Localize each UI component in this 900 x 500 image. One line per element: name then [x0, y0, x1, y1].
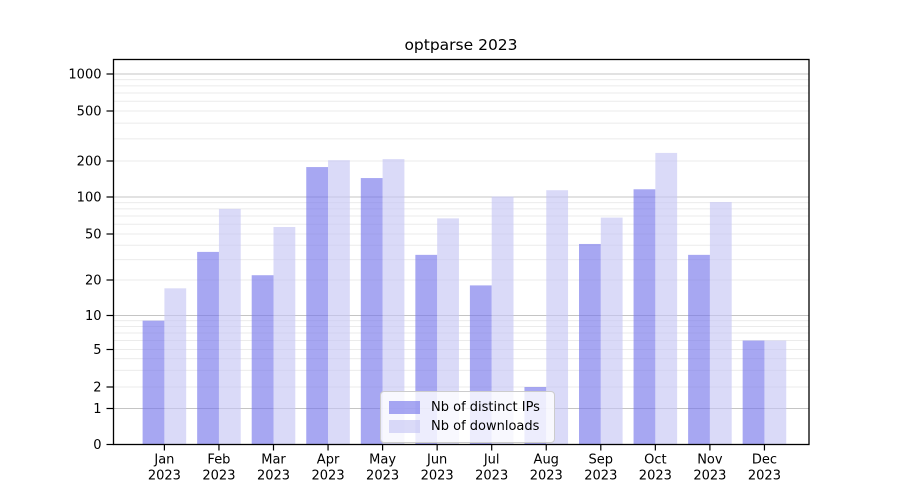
axes: [106, 58, 810, 451]
x-tick-label-month: Dec: [752, 453, 777, 468]
bar-mar-s0: [251, 275, 274, 445]
x-tick-label-year: 2023: [148, 469, 181, 484]
bar-sep-s1: [600, 217, 623, 445]
x-tick-label-month: Apr: [317, 453, 340, 468]
legend-swatch-distinct-ips: [389, 401, 420, 414]
bar-aug-s1: [546, 190, 569, 445]
bar-jan-s0: [142, 320, 165, 445]
bar-sep-s0: [579, 243, 601, 445]
bar-dec-s1: [764, 340, 787, 445]
bar-feb-s1: [218, 208, 241, 445]
x-tick-label-month: Feb: [207, 453, 230, 468]
bar-may-s0: [360, 178, 383, 445]
y-tick-label: 1000: [68, 68, 101, 83]
bar-jul-s1: [491, 196, 514, 445]
bar-feb-s0: [197, 251, 219, 445]
x-tick-label-month: Oct: [644, 453, 666, 468]
x-tick-label-year: 2023: [421, 469, 454, 484]
bar-dec-s0: [742, 340, 765, 445]
tick-labels: 01251020501002005001000Jan2023Feb2023Mar…: [68, 68, 781, 484]
bar-oct-s0: [633, 189, 656, 445]
x-tick-label-year: 2023: [584, 469, 617, 484]
legend-swatch-downloads: [389, 420, 420, 433]
x-tick-label-month: Jul: [483, 453, 500, 468]
x-tick-label-month: Jan: [153, 453, 174, 468]
x-tick-label-year: 2023: [312, 469, 345, 484]
legend: Nb of distinct IPs Nb of downloads: [380, 391, 555, 443]
x-tick-label-year: 2023: [639, 469, 672, 484]
y-tick-label: 500: [77, 105, 102, 120]
y-tick-label: 200: [77, 155, 102, 170]
bar-may-s1: [382, 159, 405, 445]
y-tick-label: 50: [85, 228, 102, 243]
legend-label-downloads: Nb of downloads: [431, 419, 540, 434]
bar-apr-s1: [328, 160, 350, 445]
y-tick-label: 1: [93, 402, 101, 417]
chart-title: optparse 2023: [404, 36, 518, 54]
y-tick-label: 20: [85, 274, 102, 289]
x-tick-label-year: 2023: [366, 469, 399, 484]
x-tick-label-month: Mar: [261, 453, 286, 468]
bars-series-1: [164, 152, 787, 445]
bar-oct-s1: [655, 152, 678, 445]
bar-jan-s1: [164, 288, 187, 445]
x-tick-label-month: Sep: [589, 453, 614, 468]
y-tick-label: 0: [93, 438, 101, 453]
y-tick-label: 2: [93, 381, 101, 396]
bar-nov-s1: [709, 202, 732, 445]
legend-item-distinct-ips: Nb of distinct IPs: [389, 398, 540, 417]
legend-label-distinct-ips: Nb of distinct IPs: [431, 400, 540, 415]
bar-nov-s0: [688, 254, 710, 445]
y-tick-label: 100: [77, 191, 102, 206]
x-tick-label-year: 2023: [257, 469, 290, 484]
x-tick-label-year: 2023: [475, 469, 508, 484]
x-tick-label-year: 2023: [693, 469, 726, 484]
bar-jun-s1: [437, 218, 459, 445]
legend-item-downloads: Nb of downloads: [389, 417, 540, 436]
bar-apr-s0: [306, 167, 329, 445]
x-tick-label-year: 2023: [202, 469, 235, 484]
x-tick-label-year: 2023: [530, 469, 563, 484]
y-tick-label: 5: [93, 343, 101, 358]
x-tick-label-month: Aug: [534, 453, 559, 468]
y-tick-label: 10: [85, 309, 102, 324]
x-tick-label-month: Jun: [426, 453, 447, 468]
x-tick-label-month: Nov: [697, 453, 723, 468]
x-tick-label-year: 2023: [748, 469, 781, 484]
x-tick-label-month: May: [369, 453, 396, 468]
bar-mar-s1: [273, 227, 296, 445]
